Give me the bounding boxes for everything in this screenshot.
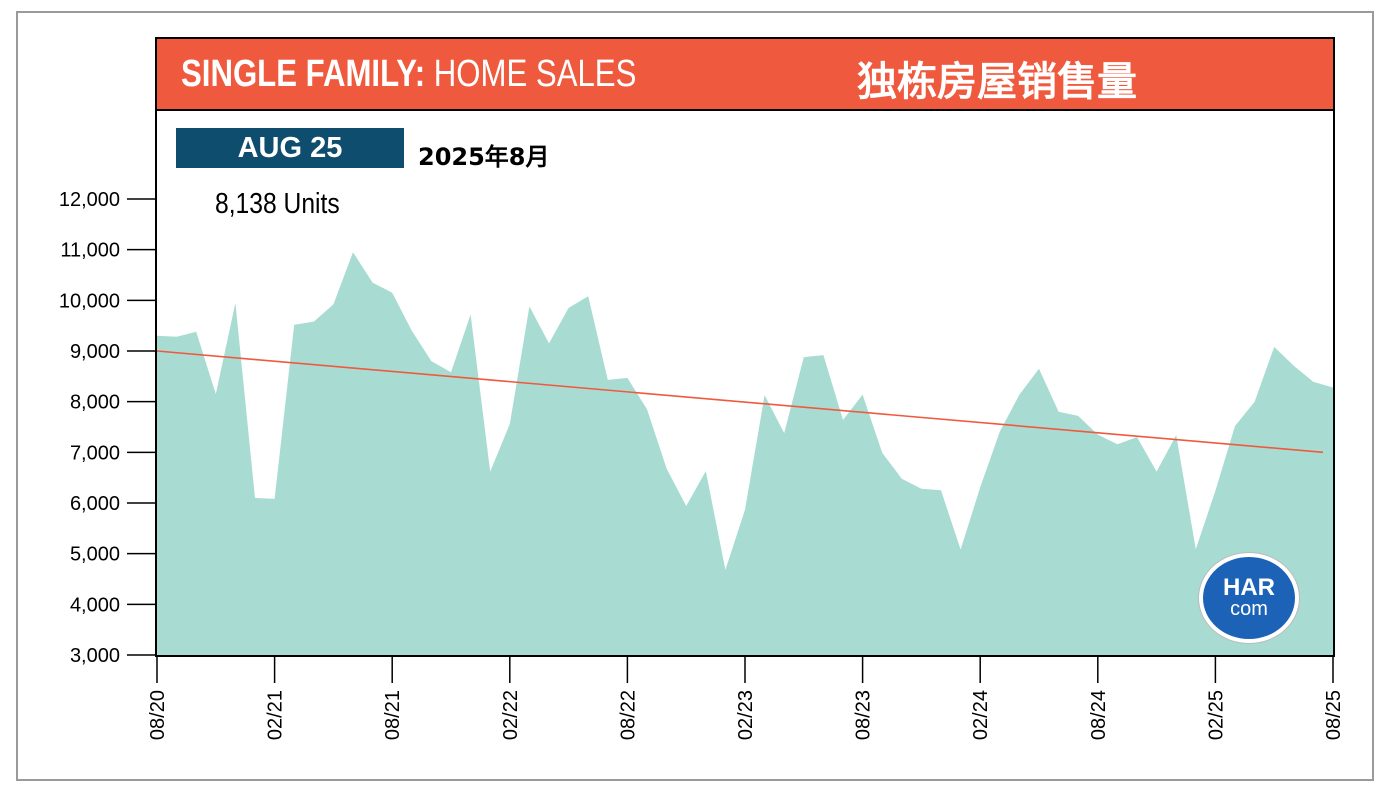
y-tick-label: 9,000 bbox=[70, 341, 120, 363]
x-tick-label: 08/22 bbox=[617, 690, 639, 740]
period-label-chinese: 2025年8月 bbox=[418, 143, 550, 171]
x-tick-label: 02/24 bbox=[970, 690, 992, 740]
x-tick-label: 02/21 bbox=[265, 690, 287, 740]
y-tick-label: 6,000 bbox=[70, 493, 120, 515]
logo-text-bottom: com bbox=[1230, 598, 1268, 620]
title-bold: SINGLE FAMILY: bbox=[181, 52, 426, 95]
y-tick-label: 12,000 bbox=[59, 189, 120, 211]
title-light: HOME SALES bbox=[433, 52, 637, 95]
x-tick-label: 02/23 bbox=[735, 690, 757, 740]
har-logo: HAR com bbox=[1199, 553, 1299, 643]
y-tick-label: 4,000 bbox=[70, 594, 120, 616]
y-tick-label: 10,000 bbox=[59, 290, 120, 312]
x-tick-label: 02/22 bbox=[500, 690, 522, 740]
x-tick-label: 08/24 bbox=[1088, 690, 1110, 740]
area-series bbox=[157, 252, 1333, 655]
y-tick-label: 3,000 bbox=[70, 645, 120, 667]
chart-title-chinese: 独栋房屋销售量 bbox=[857, 59, 1137, 105]
y-tick-label: 11,000 bbox=[60, 240, 120, 262]
y-tick-label: 8,000 bbox=[70, 392, 120, 414]
x-tick-label: 08/21 bbox=[382, 690, 404, 740]
x-tick-label: 08/25 bbox=[1323, 690, 1345, 740]
logo-text-top: HAR bbox=[1223, 574, 1275, 601]
x-tick-label: 02/25 bbox=[1205, 690, 1227, 740]
trend-line bbox=[156, 350, 1324, 454]
x-tick-label: 08/20 bbox=[147, 690, 169, 740]
chart-title: SINGLE FAMILY: HOME SALES bbox=[181, 53, 636, 96]
y-tick-label: 7,000 bbox=[70, 442, 120, 464]
units-value: 8,138 Units bbox=[215, 188, 340, 220]
period-badge: AUG 25 bbox=[176, 128, 404, 168]
y-tick-label: 5,000 bbox=[70, 544, 120, 566]
chart-header: SINGLE FAMILY: HOME SALES 独栋房屋销售量 bbox=[155, 37, 1335, 111]
x-tick-label: 08/23 bbox=[853, 690, 875, 740]
